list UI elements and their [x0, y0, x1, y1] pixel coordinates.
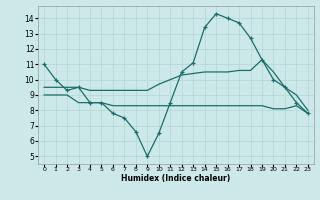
- X-axis label: Humidex (Indice chaleur): Humidex (Indice chaleur): [121, 174, 231, 183]
